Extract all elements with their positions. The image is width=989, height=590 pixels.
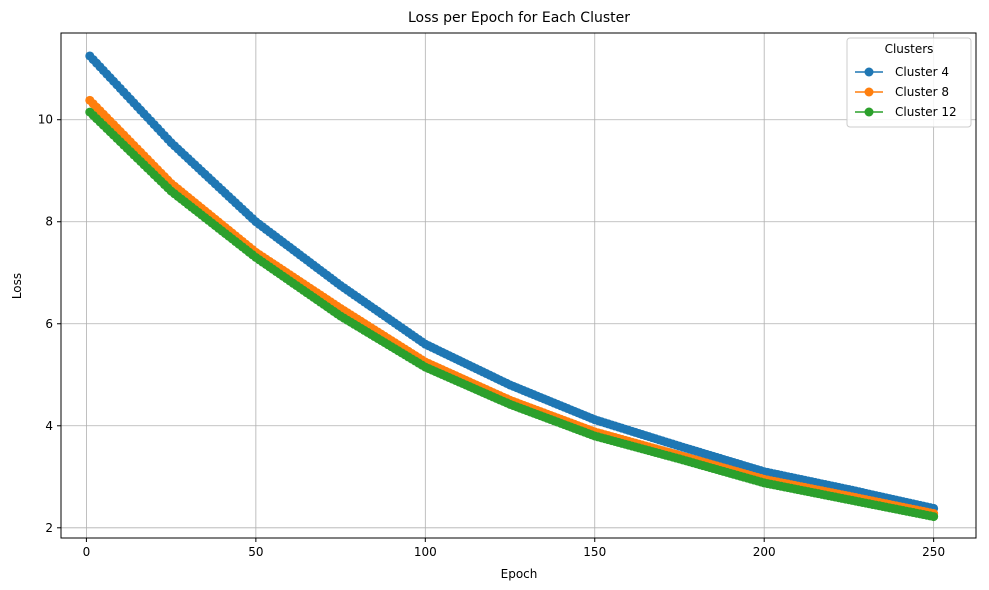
x-axis: 0 50 100 150 200 250	[83, 538, 945, 559]
legend-entry: Cluster 12	[855, 105, 957, 119]
x-tick-label: 150	[583, 545, 606, 559]
y-axis-label: Loss	[10, 273, 24, 299]
legend-marker	[864, 107, 874, 117]
legend-label: Cluster 4	[895, 65, 949, 79]
x-tick-label: 250	[922, 545, 945, 559]
chart-title: Loss per Epoch for Each Cluster	[408, 10, 630, 26]
legend-title: Clusters	[885, 42, 934, 56]
x-tick-label: 50	[248, 545, 263, 559]
y-axis: 2 4 6 8 10	[38, 113, 61, 535]
legend-entry: Cluster 8	[855, 85, 949, 99]
x-tick-label: 200	[753, 545, 776, 559]
y-tick-label: 2	[45, 521, 53, 535]
legend-label: Cluster 12	[895, 105, 957, 119]
series-cluster-4	[85, 51, 939, 513]
plot-frame	[60, 32, 977, 539]
legend-items: Cluster 4 Cluster 8 Cluster 12	[855, 65, 957, 119]
series-cluster-12	[85, 107, 939, 522]
legend-box	[846, 37, 972, 128]
y-tick-label: 8	[45, 215, 53, 229]
y-tick-label: 6	[45, 317, 53, 331]
y-tick-label: 4	[45, 419, 53, 433]
x-axis-label: Epoch	[501, 567, 538, 581]
series-layer	[85, 51, 939, 522]
legend: Clusters Cluster 4 Cluster 8 Cluster 12	[846, 37, 972, 128]
y-tick-label: 10	[38, 113, 53, 127]
legend-label: Cluster 8	[895, 85, 949, 99]
data-point	[929, 512, 939, 522]
x-tick-label: 100	[414, 545, 437, 559]
legend-marker	[864, 87, 874, 97]
x-tick-label: 0	[83, 545, 91, 559]
legend-marker	[864, 67, 874, 77]
legend-entry: Cluster 4	[855, 65, 949, 79]
grid	[61, 33, 976, 538]
